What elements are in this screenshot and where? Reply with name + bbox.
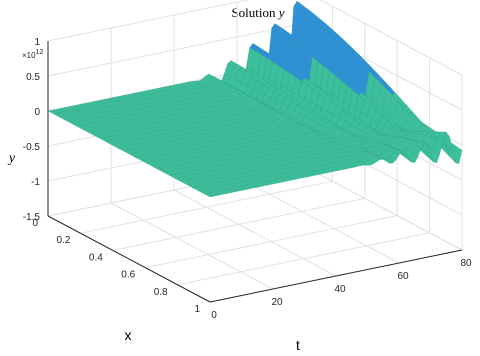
t-tick-label: 40 <box>334 284 346 295</box>
grid-line <box>112 197 365 251</box>
x-tick-label: 0.8 <box>154 287 168 298</box>
t-tick-label: 0 <box>211 310 217 321</box>
grid-line <box>319 0 463 76</box>
t-axis-label: t <box>296 337 300 353</box>
t-tick-label: 80 <box>460 258 472 269</box>
z-tick-label: 0.5 <box>26 72 40 83</box>
z-tick-label: 0 <box>34 107 40 118</box>
grid-line <box>177 232 430 286</box>
x-tick-label: 0.4 <box>89 252 103 263</box>
grid-line <box>236 176 400 264</box>
x-axis-label: x <box>125 327 132 343</box>
x-tick-label: 0.6 <box>121 270 135 281</box>
t-tick-label: 60 <box>397 271 409 282</box>
t-tick-label: 20 <box>271 297 283 308</box>
z-tick-label: 1 <box>34 37 40 48</box>
grid-line <box>110 202 274 290</box>
x-tick-label: 1 <box>194 304 200 315</box>
t-axis-line <box>209 249 463 303</box>
surface-mesh <box>47 0 463 198</box>
grid-line <box>299 163 463 251</box>
grid-line <box>173 189 337 277</box>
grid-line <box>80 180 333 234</box>
x-axis-line <box>47 215 211 303</box>
z-exponent-label: ×1012 <box>22 49 43 60</box>
z-axis-label: y <box>7 151 16 166</box>
z-tick-label: -1.5 <box>23 212 41 223</box>
z-tick-label: -1 <box>31 177 40 188</box>
x-tick-label: 0 <box>32 218 38 229</box>
grid-line <box>145 215 398 269</box>
chart-title: Solution y <box>231 5 284 20</box>
x-tick-label: 0.2 <box>56 235 70 246</box>
surface-cell <box>203 193 214 198</box>
z-tick-label: -0.5 <box>23 142 41 153</box>
